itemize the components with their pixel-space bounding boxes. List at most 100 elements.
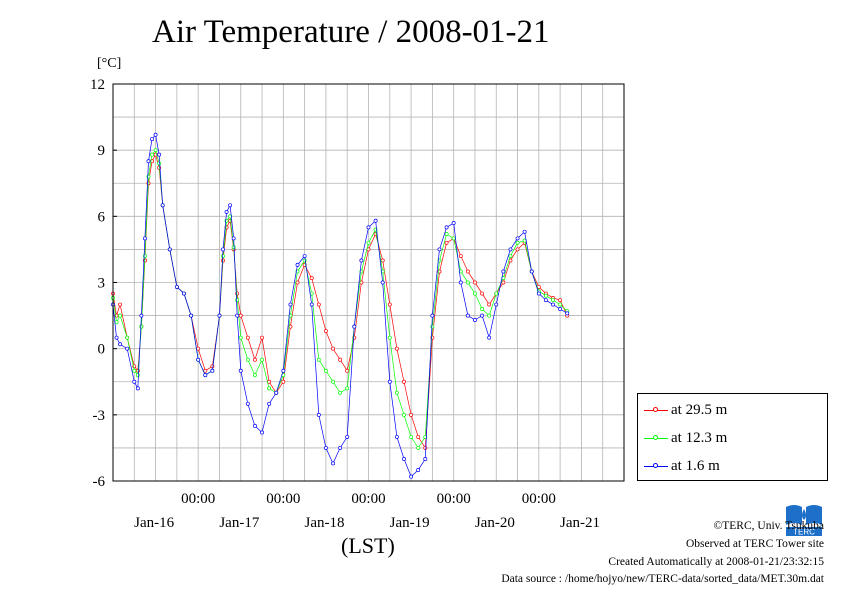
data-point	[480, 313, 485, 318]
data-point	[345, 386, 350, 391]
data-point	[331, 461, 335, 466]
data-point	[529, 269, 534, 274]
data-point	[245, 357, 250, 362]
legend: at 29.5 m at 12.3 m at 1.6 m	[637, 393, 828, 481]
data-point	[267, 386, 272, 391]
data-point	[260, 430, 264, 435]
data-point	[196, 357, 201, 362]
data-point	[409, 474, 414, 479]
data-point	[480, 307, 485, 311]
data-point	[437, 247, 442, 252]
y-tick-label: -6	[93, 474, 106, 490]
data-point	[366, 240, 371, 245]
x-axis-ticks: 00:00Jan-1600:00Jan-1700:00Jan-1800:00Ja…	[134, 491, 600, 531]
data-point	[465, 269, 470, 274]
data-point	[323, 329, 328, 333]
data-point	[380, 280, 385, 285]
y-tick-label: 9	[98, 143, 106, 159]
data-point	[125, 346, 130, 351]
legend-marker-red	[644, 405, 668, 415]
data-point	[380, 258, 385, 263]
data-point	[150, 137, 154, 142]
data-point	[551, 302, 555, 307]
data-point	[196, 346, 201, 351]
data-point	[217, 313, 222, 318]
data-point	[228, 218, 233, 223]
data-point	[231, 236, 236, 241]
data-point	[295, 262, 300, 267]
data-point	[114, 335, 119, 340]
series-2	[111, 132, 570, 479]
data-point	[316, 302, 321, 307]
data-point	[558, 307, 563, 311]
data-point	[345, 368, 350, 373]
legend-label-1-6m: at 1.6 m	[671, 457, 720, 474]
data-point	[323, 368, 328, 373]
series-line	[112, 133, 568, 478]
data-point	[465, 313, 470, 318]
data-point	[224, 209, 229, 214]
data-point	[118, 342, 123, 347]
data-point	[281, 379, 286, 384]
data-point	[125, 335, 130, 340]
data-point	[309, 291, 314, 296]
data-point	[451, 220, 456, 225]
data-point	[231, 245, 236, 250]
data-point	[494, 291, 499, 296]
data-point	[402, 456, 406, 461]
x-tick-time-label: 00:00	[437, 491, 471, 507]
data-point	[228, 203, 233, 208]
data-point	[146, 174, 151, 179]
credit-data-source: Data source : /home/hojyo/new/TERC-data/…	[501, 573, 824, 585]
data-point	[458, 254, 463, 258]
data-point	[331, 379, 335, 384]
data-point	[157, 161, 162, 166]
data-point	[132, 379, 137, 384]
x-tick-time-label: 00:00	[266, 491, 300, 507]
data-point	[238, 335, 243, 340]
data-point	[494, 302, 499, 307]
legend-entry-12-3m: at 12.3 m	[644, 428, 727, 448]
data-point	[501, 269, 506, 274]
legend-entry-29-5m: at 29.5 m	[644, 400, 727, 420]
data-point	[274, 390, 279, 395]
data-point	[543, 293, 548, 298]
series-1	[111, 148, 570, 450]
data-point	[252, 373, 257, 378]
data-point	[416, 434, 421, 439]
data-point	[142, 236, 147, 241]
data-point	[409, 434, 414, 439]
terc-logo-icon: TERC	[784, 503, 824, 537]
grid-lines	[112, 83, 625, 482]
data-point	[352, 324, 357, 329]
x-tick-date-label: Jan-19	[390, 515, 430, 531]
data-point	[536, 291, 541, 296]
data-point	[210, 368, 215, 373]
data-point	[558, 302, 563, 307]
legend-marker-blue	[644, 461, 668, 471]
data-point	[338, 357, 343, 362]
data-point	[210, 364, 215, 369]
data-point	[515, 236, 520, 241]
data-point	[444, 232, 449, 236]
data-point	[309, 302, 314, 307]
data-point	[338, 390, 343, 395]
y-tick-label: 3	[98, 276, 106, 292]
data-point	[114, 320, 119, 325]
y-tick-label: 6	[98, 209, 106, 225]
data-point	[153, 148, 158, 153]
data-point	[146, 159, 151, 164]
data-point	[515, 247, 520, 252]
data-point	[487, 302, 492, 307]
data-point	[295, 280, 300, 285]
data-point	[316, 412, 321, 417]
data-point	[451, 236, 456, 241]
credit-copyright: ©TERC, Univ. Tsukuba	[713, 520, 824, 532]
data-point	[245, 401, 250, 406]
y-tick-label: -3	[93, 408, 106, 424]
data-point	[235, 313, 240, 318]
data-point	[302, 254, 307, 258]
data-point	[345, 434, 350, 439]
data-point	[189, 313, 194, 318]
